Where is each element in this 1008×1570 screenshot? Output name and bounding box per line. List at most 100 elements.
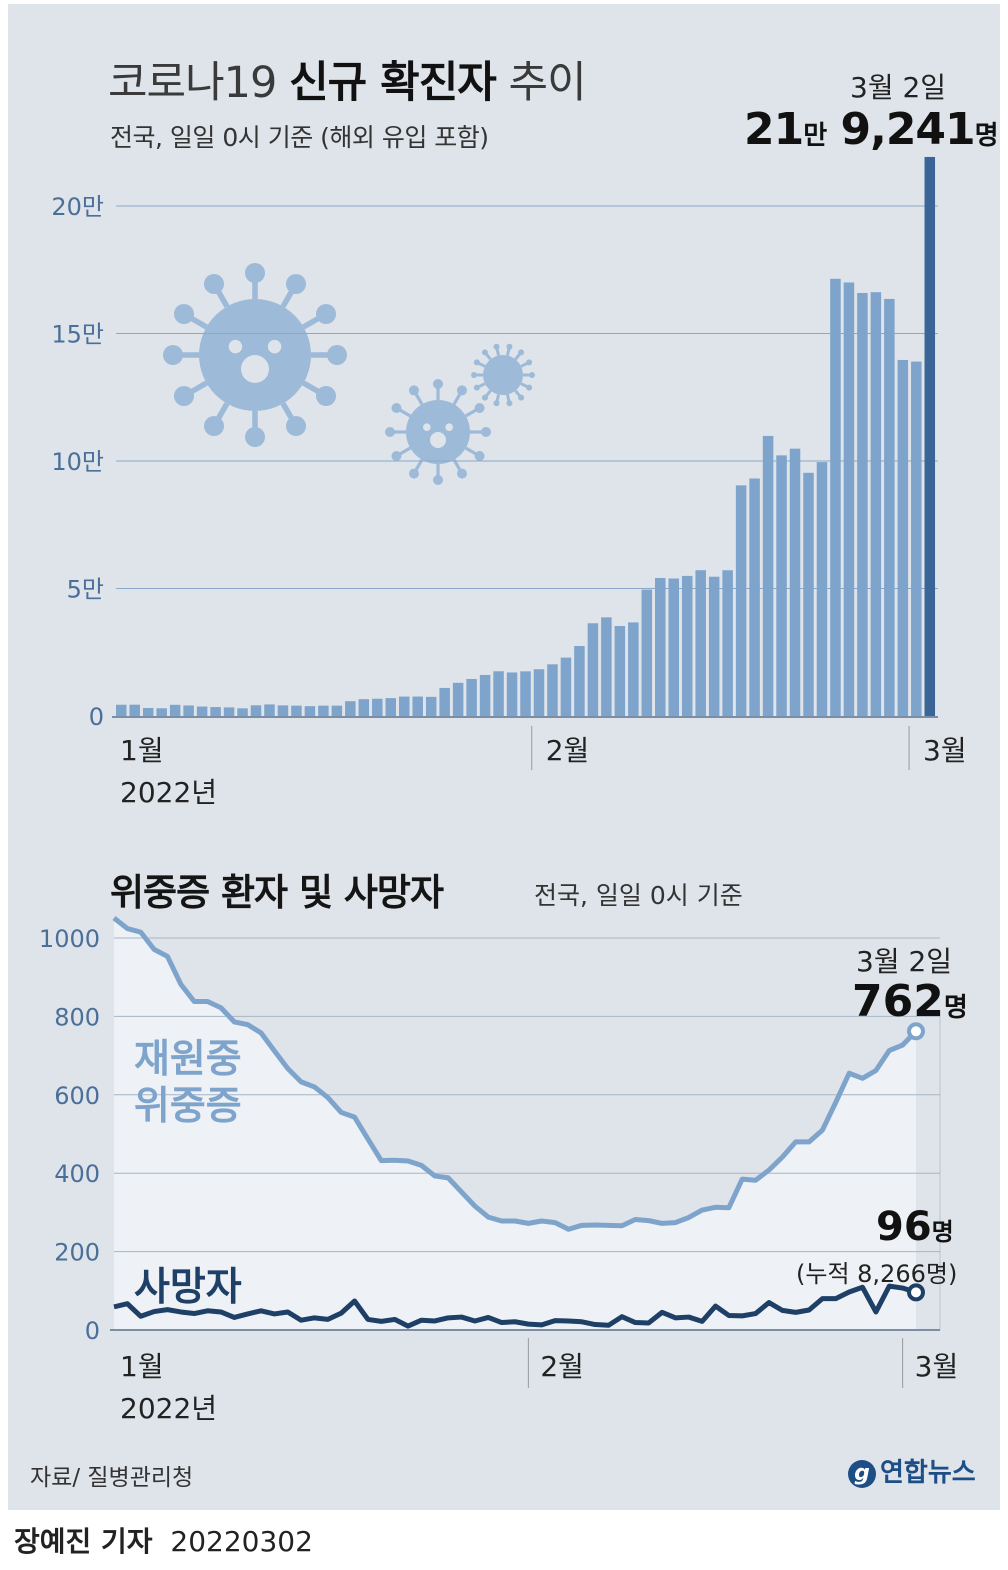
chart1-bar xyxy=(641,589,653,716)
chart1-bar xyxy=(870,292,882,716)
chart1-bar xyxy=(560,657,572,716)
chart1-year-label: 2022년 xyxy=(120,776,217,809)
byline: 장예진 기자 20220302 xyxy=(14,1525,313,1558)
chart1-bar xyxy=(385,698,397,716)
death-cumulative: (누적 8,266명) xyxy=(796,1260,958,1288)
chart1-bar xyxy=(681,575,693,716)
chart1-bar xyxy=(506,672,518,716)
chart1-bar xyxy=(291,705,302,716)
virus-icon xyxy=(471,343,535,407)
chart1-ytick-label: 15만 xyxy=(51,321,104,349)
severe-area xyxy=(114,918,916,1330)
chart1-bar xyxy=(196,706,208,716)
chart2-title: 위중증 환자 및 사망자 xyxy=(110,871,444,914)
chart1-bar xyxy=(762,435,774,716)
peak-value: 21만 9,241명 xyxy=(744,104,999,155)
chart1-bar xyxy=(345,701,356,716)
chart2-ytick-label: 600 xyxy=(54,1082,100,1110)
chart1-bar xyxy=(897,359,909,716)
chart2-xtick-label: 1월 xyxy=(120,1350,164,1383)
chart1-bar xyxy=(668,578,680,716)
chart1-bar xyxy=(655,577,666,716)
chart1-bar xyxy=(223,707,235,716)
chart2-ytick-label: 0 xyxy=(85,1317,100,1345)
chart1-bar xyxy=(183,705,194,716)
chart-title-bold: 신규 확진자 xyxy=(289,58,497,108)
chart2-ytick-label: 400 xyxy=(54,1160,100,1188)
severe-peak-value: 762명 xyxy=(852,976,968,1027)
chart1-bar xyxy=(735,485,747,716)
chart1-bar xyxy=(331,705,343,716)
virus-icon xyxy=(163,263,347,447)
chart1-bar xyxy=(304,706,316,716)
chart1-bar xyxy=(843,282,855,716)
chart1-bar xyxy=(830,278,841,716)
chart1-ytick-label: 20만 xyxy=(51,193,104,221)
chart1-bar xyxy=(129,704,140,716)
death-end-marker xyxy=(907,1283,925,1302)
chart1-bar xyxy=(789,448,801,716)
chart2-subtitle: 전국, 일일 0시 기준 xyxy=(534,881,743,910)
chart1-bar xyxy=(398,696,410,716)
chart1-bar xyxy=(601,617,612,716)
chart1-bar xyxy=(277,705,289,716)
source-note: 자료/ 질병관리청 xyxy=(30,1465,194,1491)
chart1-xtick-label: 3월 xyxy=(923,734,967,767)
chart1-bar xyxy=(412,696,423,716)
peak-date: 3월 2일 xyxy=(850,71,947,104)
chart1-bar xyxy=(816,462,828,716)
chart1-bar xyxy=(425,696,437,716)
chart1-bar xyxy=(924,156,936,717)
chart1-bar xyxy=(156,708,167,716)
death-series-label: 사망자 xyxy=(134,1265,242,1310)
chart2-ytick-label: 1000 xyxy=(39,925,100,953)
severe-line xyxy=(112,916,918,1232)
chart1-bar xyxy=(237,708,248,716)
chart1-gridlines xyxy=(116,205,938,589)
chart1-bar xyxy=(116,704,127,716)
chart1-bar xyxy=(803,472,814,716)
chart1-bar xyxy=(722,570,733,716)
chart1-bar xyxy=(318,705,329,716)
chart2-year-label: 2022년 xyxy=(120,1392,217,1425)
severe-end-marker xyxy=(907,1022,925,1041)
chart1-bar xyxy=(533,669,545,716)
virus-icon xyxy=(385,379,491,485)
chart1-bar xyxy=(210,707,221,716)
chart1-bar xyxy=(614,626,626,716)
chart1-bar xyxy=(547,664,558,716)
chart1-bar xyxy=(857,292,868,716)
chart1-bar xyxy=(169,704,181,716)
chart1-bar xyxy=(695,570,706,716)
chart1-xtick-label: 1월 xyxy=(120,734,164,767)
chart2-xtick-label: 3월 xyxy=(915,1350,959,1383)
chart1-bar xyxy=(776,455,787,716)
chart1-bar xyxy=(574,646,585,716)
chart1-bar xyxy=(466,678,477,716)
chart1-bar xyxy=(708,576,720,716)
death-peak-value: 96명 xyxy=(876,1204,954,1250)
yonhap-logo: g 연합뉴스 xyxy=(848,1452,976,1489)
chart1-bar xyxy=(479,674,491,716)
chart1-ytick-label: 10만 xyxy=(51,448,104,476)
chart1-bar xyxy=(628,622,639,716)
chart1-xtick-label: 2월 xyxy=(546,734,590,767)
chart-title: 코로나19 신규 확진자 추이 xyxy=(108,58,587,108)
chart1-bar xyxy=(372,698,383,716)
chart1-bar xyxy=(439,687,450,716)
chart1-bar xyxy=(587,623,599,716)
chart1-bar xyxy=(452,682,464,716)
chart1-bar xyxy=(250,705,262,716)
chart2-gridlines xyxy=(114,937,940,1253)
chart1-bar xyxy=(911,361,922,716)
chart2-xtick-label: 2월 xyxy=(540,1350,584,1383)
chart2-ytick-label: 200 xyxy=(54,1239,100,1267)
chart2-ytick-label: 800 xyxy=(54,1003,100,1031)
chart1-ytick-label: 5만 xyxy=(67,576,104,604)
chart1-ytick-label: 0 xyxy=(89,703,104,731)
chart1-bar xyxy=(520,671,531,716)
chart-subtitle: 전국, 일일 0시 기준 (해외 유입 포함) xyxy=(110,123,489,152)
